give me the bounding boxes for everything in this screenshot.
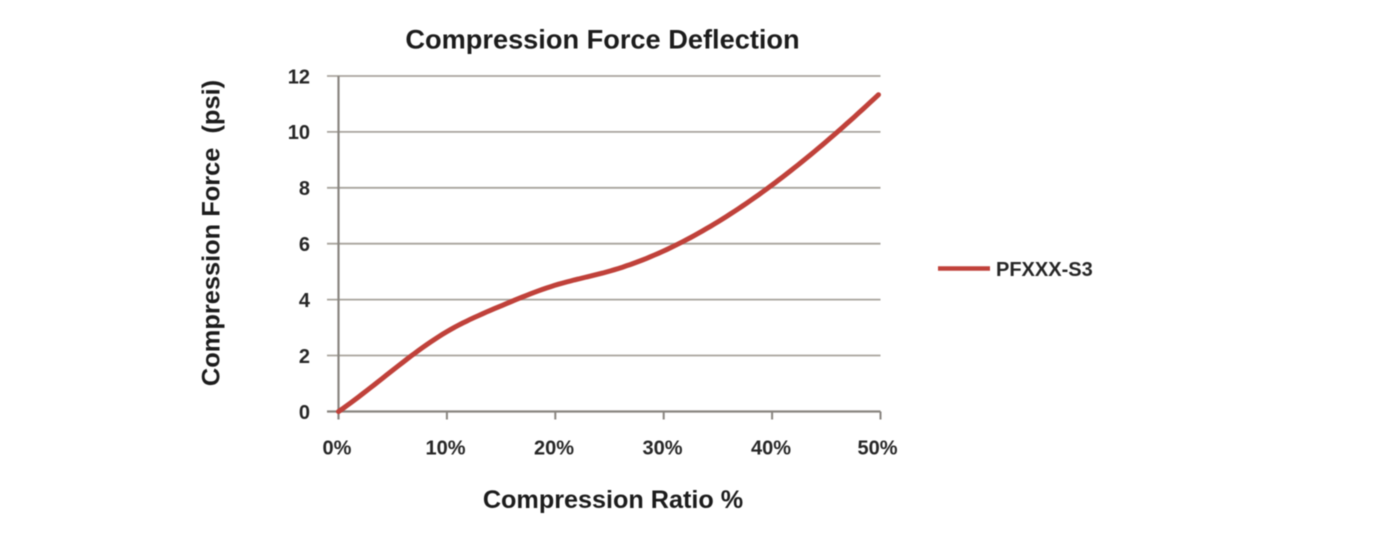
svg-text:12: 12 <box>288 66 310 88</box>
svg-text:8: 8 <box>299 178 310 200</box>
svg-text:2: 2 <box>299 346 310 368</box>
svg-text:Compression Force Deflection: Compression Force Deflection <box>405 24 799 55</box>
svg-text:6: 6 <box>299 234 310 256</box>
svg-text:Compression Force (psi): Compression Force (psi) <box>198 80 226 386</box>
svg-text:30%: 30% <box>642 438 682 460</box>
svg-text:4: 4 <box>299 290 311 312</box>
svg-text:0%: 0% <box>323 438 352 460</box>
svg-text:PFXXX-S3: PFXXX-S3 <box>996 259 1093 281</box>
svg-text:Compression Ratio %: Compression Ratio % <box>483 486 743 514</box>
svg-text:50%: 50% <box>857 438 897 460</box>
svg-text:0: 0 <box>299 402 310 424</box>
svg-text:40%: 40% <box>751 438 791 460</box>
svg-text:10: 10 <box>288 122 310 144</box>
svg-text:10%: 10% <box>425 438 465 460</box>
svg-text:20%: 20% <box>534 438 574 460</box>
